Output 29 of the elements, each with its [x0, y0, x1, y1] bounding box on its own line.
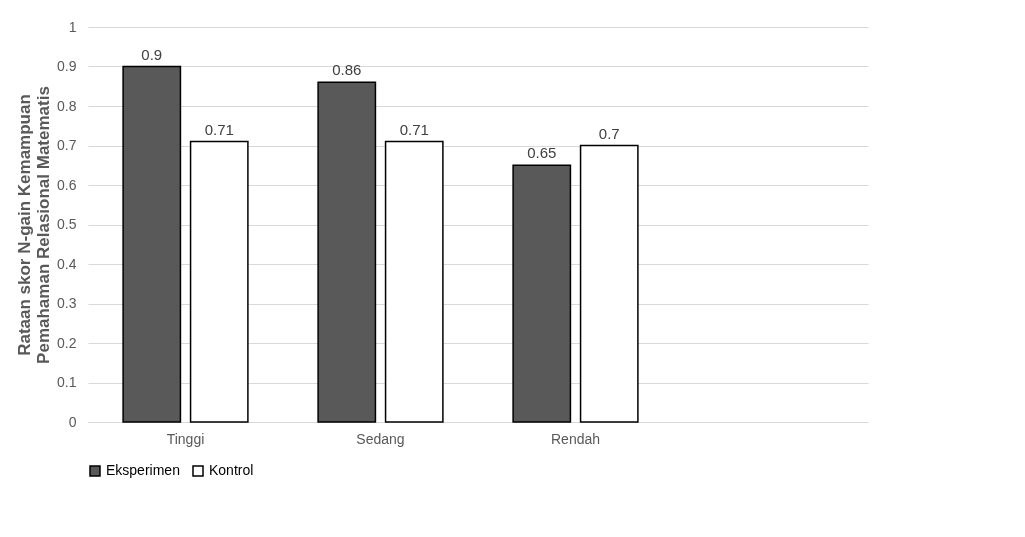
- bar: [122, 65, 182, 423]
- y-tick-label: 0.7: [57, 137, 77, 153]
- bar: [317, 81, 377, 423]
- legend-label: Kontrol: [209, 462, 254, 478]
- y-axis-title: Rataan skor N-gain Kemampuan Pemahaman Relasional Matematis: [15, 86, 54, 364]
- y-tick-label: 0.9: [57, 58, 77, 74]
- y-tick-label: 0.8: [57, 97, 77, 114]
- x-tick-label: Rendah: [550, 430, 601, 447]
- y-tick-label: 0.6: [57, 176, 77, 193]
- data-label: 0.71: [399, 120, 429, 138]
- y-tick-label: 0.1: [57, 374, 77, 390]
- data-label: 0.86: [332, 61, 362, 79]
- data-label: 0.65: [527, 144, 557, 162]
- x-tick-label: Tinggi: [166, 430, 205, 447]
- y-tick-label: 0.2: [57, 334, 77, 351]
- x-tick-label: Sedang: [356, 430, 405, 447]
- bar: [579, 144, 639, 423]
- y-tick-label: 1: [68, 18, 77, 35]
- legend-label: Eksperimen: [106, 462, 180, 478]
- y-tick-label: 0.4: [57, 255, 77, 272]
- y-tick-label: 0.3: [57, 295, 77, 311]
- y-tick-label: 0.5: [57, 216, 77, 232]
- y-tick-label: 0: [68, 413, 77, 430]
- bar: [189, 140, 249, 423]
- bar: [384, 140, 444, 423]
- data-label: 0.71: [204, 120, 234, 138]
- data-label: 0.9: [141, 45, 163, 63]
- bar: [512, 164, 572, 423]
- data-label: 0.7: [598, 124, 620, 142]
